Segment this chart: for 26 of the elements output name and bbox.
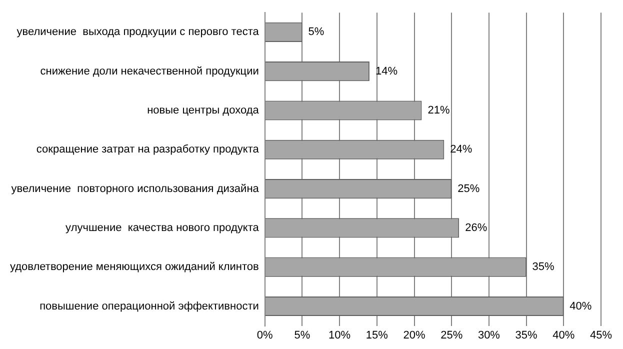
x-tick-label: 30%	[478, 329, 500, 342]
y-tick-label: сокращение затрат на разработку продукта	[36, 144, 260, 156]
x-tick-label: 45%	[590, 329, 612, 342]
data-label: 35%	[532, 261, 555, 274]
y-tick-label: снижение доли некачественной продукции	[40, 65, 259, 78]
y-tick-label: новые центры дохода	[147, 104, 260, 117]
x-tick-label: 35%	[515, 329, 538, 342]
data-label: 14%	[375, 65, 398, 78]
data-label: 26%	[465, 222, 488, 234]
x-tick-label: 40%	[552, 329, 575, 342]
y-tick-label: улучшение качества нового продукта	[66, 222, 260, 234]
y-tick-label: увеличение выхода продкуции с перовго теста	[16, 26, 260, 38]
x-tick-label: 0%	[256, 329, 274, 342]
x-tick-label: 5%	[294, 329, 310, 342]
data-label: 40%	[570, 300, 592, 312]
data-label: 24%	[450, 144, 472, 156]
y-tick-label: повышение операционной эффективности	[40, 300, 259, 312]
data-label: 25%	[458, 182, 480, 195]
x-tick-label: 25%	[440, 329, 463, 342]
x-tick-label: 10%	[328, 329, 351, 342]
y-tick-label: увеличение повторного использования дизайна	[11, 182, 260, 195]
data-label: 21%	[428, 104, 450, 117]
x-tick-label: 15%	[366, 329, 388, 342]
data-label: 5%	[308, 26, 324, 38]
x-tick-label: 20%	[403, 329, 426, 342]
y-tick-label: удовлетворение меняющихся ожиданий клинтов	[10, 261, 260, 274]
